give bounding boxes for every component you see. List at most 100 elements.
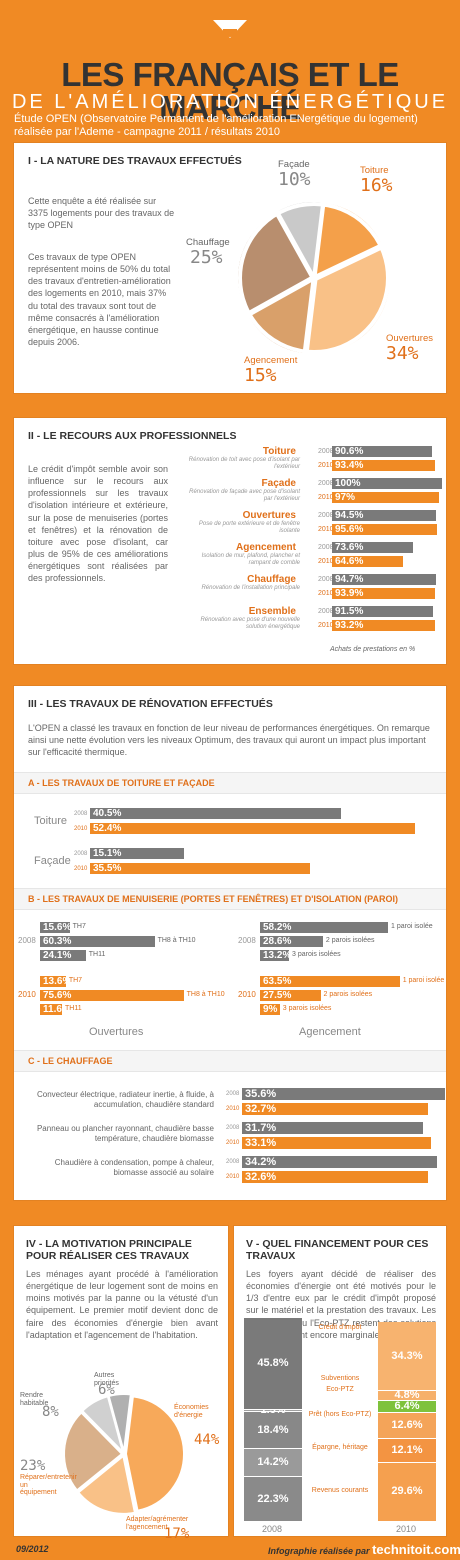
category-label: TH11 <box>65 1005 82 1012</box>
footer-brand-link[interactable]: technitoit.com <box>372 1542 460 1557</box>
stack-category-label: Eco-PTZ <box>326 1386 354 1394</box>
category-label: Ensemble <box>248 606 296 617</box>
bar-b-2010 <box>260 1004 280 1015</box>
bar-value-label: 64.6% <box>335 555 364 567</box>
category-label: Panneau ou plancher rayonnant, chaudière… <box>36 1124 214 1143</box>
nature-slice-2 <box>246 278 314 356</box>
bar-value-label: 33.1% <box>245 1137 277 1149</box>
year-label: 2010 <box>226 1106 240 1112</box>
year-label: 2010 <box>318 526 334 533</box>
category-label: 2 parois isolées <box>323 991 373 998</box>
stack-segment-2008 <box>244 1318 302 1409</box>
bar-b-2008 <box>260 936 323 947</box>
stack-value-label: 29.6% <box>391 1485 423 1498</box>
pie-label: Rendre habitable <box>20 1392 49 1407</box>
section-title: I - LA NATURE DES TRAVAUX EFFECTUÉS <box>28 155 242 167</box>
study-source-line2: réalisée par l'Ademe - campagne 2011 / r… <box>14 126 281 139</box>
year-label: 2008 <box>226 1159 240 1165</box>
bar-value-label: 28.6% <box>263 935 292 947</box>
bar-value-label: 13.2% <box>263 949 292 961</box>
category-label: TH11 <box>88 951 106 958</box>
subsection-title: B - LES TRAVAUX DE MENUISERIE (PORTES ET… <box>28 894 398 904</box>
pie-chart-motivation <box>63 1393 185 1515</box>
bar-value-label: 60.3% <box>43 935 72 947</box>
pie-outline <box>238 202 390 354</box>
pie-value: 23% <box>20 1458 46 1474</box>
category-label: 2 parois isolées <box>325 937 375 944</box>
category-desc: Pose de porte extérieure et de fenêtre i… <box>198 521 300 534</box>
bar-value-label: 93.2% <box>335 619 364 631</box>
year-label: 2010 <box>318 558 334 565</box>
pie-label: Économies d'énergie <box>174 1404 209 1419</box>
bar-a-2010 <box>90 823 415 834</box>
stack-value-label: 12.6% <box>391 1419 423 1431</box>
category-desc: Rénovation de toit avec pose d'isolant p… <box>188 457 300 470</box>
category-desc: Rénovation avec pose d'une nouvelle solu… <box>200 617 300 630</box>
stack-segment-2008 <box>244 1412 302 1448</box>
motivation-slice-2 <box>63 1411 124 1492</box>
bar-value-label: 97% <box>335 491 356 503</box>
section-paragraph: L'OPEN a classé les travaux en fonction … <box>28 723 430 758</box>
motivation-slice-1 <box>76 1454 137 1515</box>
section-title: V - QUEL FINANCEMENT POUR CES TRAVAUX <box>246 1238 428 1262</box>
pie-label: Chauffage <box>186 237 230 248</box>
year-label: 2010 <box>74 866 88 872</box>
bar-value-label: 91.5% <box>335 605 364 617</box>
section-recours-professionnels: II - LE RECOURS AUX PROFESSIONNELS Le cr… <box>14 418 446 664</box>
category-label: 1 paroi isolée <box>402 977 445 984</box>
stack-segment-2010 <box>378 1462 436 1521</box>
pie-value: 16% <box>360 175 393 196</box>
section-title: IV - LA MOTIVATION PRINCIPALE POUR RÉALI… <box>26 1238 192 1262</box>
stack-value-label: 45.8% <box>257 1356 289 1369</box>
year-label: 2010 <box>318 462 334 469</box>
bar-value-label: 35.6% <box>245 1088 277 1100</box>
bar-pro-2010 <box>332 524 438 535</box>
section-title-line2: POUR RÉALISER CES TRAVAUX <box>26 1250 189 1262</box>
section-paragraph: Le crédit d'impôt semble avoir son influ… <box>28 464 168 584</box>
page-subtitle: DE L'AMÉLIORATION ÉNERGÉTIQUE <box>11 91 449 113</box>
bar-value-label: 63.5% <box>263 975 292 987</box>
category-label: Façade <box>261 478 296 489</box>
category-label: TH7 <box>68 977 83 984</box>
stack-value-label: 4.8% <box>394 1388 420 1401</box>
bar-a-2010 <box>90 863 311 874</box>
category-label: Convecteur électrique, radiateur inertie… <box>37 1090 214 1109</box>
bar-value-label: 93.4% <box>335 459 364 471</box>
subsection-header-b: B - LES TRAVAUX DE MENUISERIE (PORTES ET… <box>14 888 446 910</box>
section-title: III - LES TRAVAUX DE RÉNOVATION EFFECTUÉ… <box>28 698 273 710</box>
pie-value: 8% <box>42 1404 59 1420</box>
bar-pro-2008 <box>332 574 437 585</box>
bar-value-label: 100% <box>335 477 361 489</box>
bar-pro-2008 <box>332 510 436 521</box>
bar-value-label: 94.5% <box>335 509 364 521</box>
section-title-line1: IV - LA MOTIVATION PRINCIPALE <box>26 1238 192 1250</box>
pie-value: 10% <box>278 169 311 190</box>
pie-label: Réparer/entretenir un équipement <box>20 1474 77 1497</box>
category-label: TH7 <box>72 923 86 930</box>
bar-b-2008 <box>260 950 290 961</box>
study-source-line1: Étude OPEN (Observatoire Permanent de l'… <box>14 113 418 125</box>
category-label: 1 paroi isolée <box>391 923 433 930</box>
bar-value-label: 35.5% <box>93 862 122 874</box>
pie-value: 25% <box>190 247 223 268</box>
stack-segment-2010 <box>378 1391 436 1400</box>
stack-value-label: 6.4% <box>394 1400 420 1412</box>
pie-value: 44% <box>194 1432 220 1448</box>
bar-pro-2010 <box>332 492 439 503</box>
year-label: 2010 <box>318 494 334 501</box>
bar-value-label: 90.6% <box>335 445 364 457</box>
bar-value-label: 15.1% <box>93 847 122 859</box>
bar-value-label: 75.6% <box>43 989 72 1001</box>
nature-slice-4 <box>276 200 324 279</box>
footer-credit: Infographie réalisée par technitoit.com <box>268 1542 460 1557</box>
bar-c-2010 <box>242 1103 429 1115</box>
year-label: 2008 <box>318 448 334 455</box>
pie-label: Autres priorités <box>94 1372 119 1387</box>
year-label: 2008 <box>18 936 36 945</box>
year-axis-label: 2008 <box>262 1524 283 1534</box>
stack-segment-2008 <box>244 1409 302 1412</box>
year-label: 2008 <box>318 608 334 615</box>
year-label: 2010 <box>318 622 334 629</box>
year-label: 2010 <box>18 990 36 999</box>
section-paragraph: Les foyers ayant décidé de réaliser des … <box>246 1269 436 1340</box>
